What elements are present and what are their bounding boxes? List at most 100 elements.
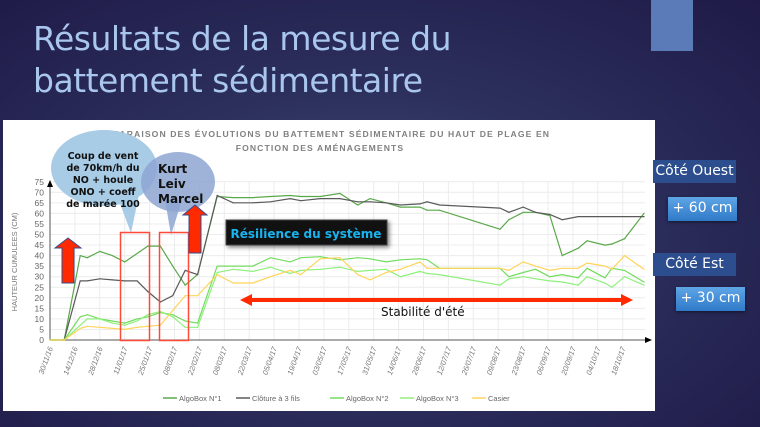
resilience-label: Résilience du système <box>225 219 388 246</box>
data-point <box>438 204 441 206</box>
chart-title-line2: FONCTION DES AMÉNAGEMENTS <box>236 143 405 153</box>
legend-label: AlgoBox N°2 <box>346 394 389 403</box>
legend-label: AlgoBox N°3 <box>416 394 459 403</box>
data-point <box>522 276 524 278</box>
data-point <box>623 276 626 278</box>
data-point <box>577 215 579 218</box>
data-point <box>399 204 401 206</box>
data-point <box>289 269 291 271</box>
y-tick-label: 5 <box>39 324 44 334</box>
data-point <box>586 276 588 278</box>
data-point <box>577 247 579 249</box>
data-point <box>269 195 272 198</box>
data-point <box>508 276 510 278</box>
data-point <box>508 278 510 280</box>
data-point <box>339 266 341 268</box>
data-point <box>522 206 524 208</box>
data-point <box>147 245 149 247</box>
data-point <box>319 258 321 260</box>
data-point <box>399 259 401 261</box>
data-point <box>136 318 138 320</box>
data-point <box>319 256 321 258</box>
data-point <box>508 269 510 271</box>
data-point <box>643 212 645 214</box>
y-tick-label: 15 <box>35 303 45 313</box>
x-axis-arrow-icon <box>645 337 652 343</box>
data-point <box>289 261 291 263</box>
data-point <box>643 281 645 283</box>
data-point <box>586 267 588 269</box>
data-point <box>79 316 81 318</box>
data-point <box>385 261 387 263</box>
y-tick-label: 10 <box>35 314 45 324</box>
data-point <box>357 273 359 276</box>
data-point <box>300 195 302 198</box>
data-point <box>522 271 524 274</box>
data-point <box>300 273 302 276</box>
data-point <box>438 267 441 269</box>
data-point <box>86 314 88 316</box>
y-axis-arrow-icon <box>47 180 53 187</box>
data-point <box>124 261 126 263</box>
data-point <box>604 277 606 279</box>
data-point <box>534 265 537 267</box>
data-point <box>172 265 174 267</box>
data-point <box>172 316 174 318</box>
data-point <box>99 250 101 252</box>
data-point <box>357 257 359 259</box>
east-gain-badge: + 30 cm <box>676 287 745 311</box>
legend-label: AlgoBox N°1 <box>179 394 222 403</box>
legend-label: Clôture à 3 fils <box>252 394 300 403</box>
data-point <box>232 268 234 270</box>
slide-title: Résultats de la mesure du battement sédi… <box>33 18 451 102</box>
data-point <box>561 267 563 269</box>
data-point <box>586 215 588 218</box>
data-point <box>216 271 218 274</box>
data-point <box>124 280 126 282</box>
data-point <box>369 198 371 200</box>
data-point <box>522 211 524 213</box>
data-point <box>300 200 302 202</box>
data-point <box>438 273 441 276</box>
y-tick-label: 50 <box>35 230 45 240</box>
data-point <box>252 282 254 284</box>
summer-double-arrow-icon <box>240 294 633 306</box>
data-point <box>197 326 199 328</box>
y-tick-label: 70 <box>35 187 45 197</box>
data-point <box>499 207 501 209</box>
data-point <box>111 279 113 281</box>
data-point <box>99 326 101 328</box>
y-tick-label: 0 <box>39 335 44 345</box>
data-point <box>289 272 291 275</box>
data-point <box>399 276 401 278</box>
data-point <box>99 318 101 320</box>
data-point <box>577 267 579 269</box>
data-point <box>339 259 341 261</box>
data-point <box>534 268 537 270</box>
storm-text-1: Coup de vent <box>68 151 139 162</box>
data-point <box>604 244 606 246</box>
data-point <box>252 196 254 199</box>
data-point <box>357 201 359 203</box>
data-point <box>136 252 138 255</box>
data-point <box>561 273 563 276</box>
data-point <box>86 257 88 259</box>
data-point <box>232 282 234 284</box>
east-side-label: Côté Est <box>653 253 736 276</box>
slide-title-line1: Résultats de la mesure du <box>33 19 451 58</box>
data-point <box>252 270 254 273</box>
y-tick-label: 25 <box>35 282 45 292</box>
data-point <box>549 213 551 216</box>
series-line <box>50 192 645 341</box>
data-point <box>499 284 501 286</box>
data-point <box>426 272 428 275</box>
data-point <box>561 255 563 257</box>
data-point <box>86 280 88 282</box>
data-point <box>357 204 359 206</box>
data-point <box>136 320 138 322</box>
y-tick-label: 30 <box>35 272 45 282</box>
data-point <box>184 295 186 297</box>
data-point <box>111 327 113 329</box>
data-point <box>79 280 81 282</box>
